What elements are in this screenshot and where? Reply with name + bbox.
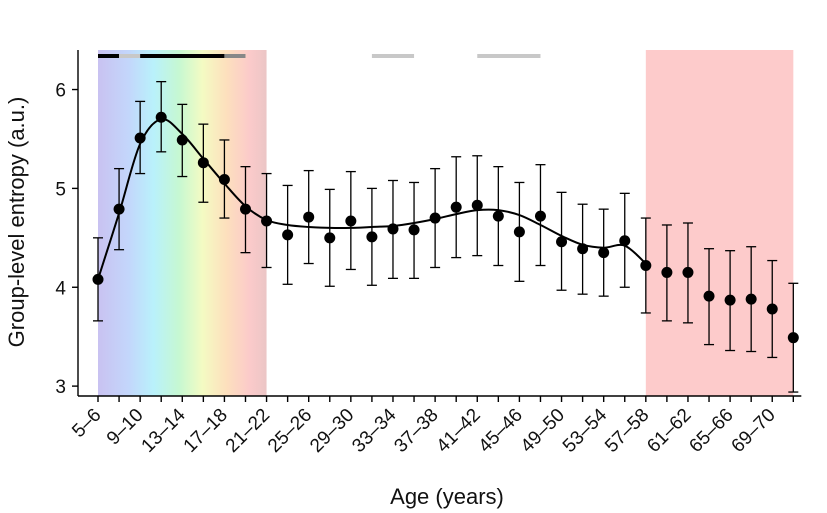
x-tick-label: 29–30 bbox=[306, 405, 358, 457]
data-point bbox=[176, 134, 188, 146]
data-point bbox=[155, 111, 167, 123]
data-point bbox=[598, 247, 610, 259]
data-point bbox=[766, 303, 778, 315]
x-tick-label: 25–26 bbox=[264, 405, 316, 457]
data-point bbox=[724, 294, 736, 306]
data-point bbox=[408, 224, 420, 236]
data-point bbox=[682, 266, 694, 278]
data-points bbox=[92, 111, 799, 344]
data-point bbox=[492, 210, 504, 222]
data-point bbox=[303, 211, 315, 223]
x-tick-label: 37–38 bbox=[390, 405, 442, 457]
data-point bbox=[450, 201, 462, 213]
data-point bbox=[345, 215, 357, 227]
data-point bbox=[787, 332, 799, 344]
x-tick-label: 61–62 bbox=[643, 405, 695, 457]
x-tick-label: 17–18 bbox=[180, 405, 232, 457]
data-point bbox=[661, 266, 673, 278]
data-point bbox=[577, 243, 589, 255]
y-axis-title: Group-level entropy (a.u.) bbox=[4, 97, 29, 348]
rainbow-shaded-region bbox=[98, 50, 267, 396]
data-point bbox=[366, 231, 378, 243]
data-point bbox=[703, 290, 715, 302]
x-tick-label: 5–6 bbox=[68, 405, 105, 442]
x-tick-label: 49–50 bbox=[517, 405, 569, 457]
x-tick-label: 57–58 bbox=[601, 405, 653, 457]
data-point bbox=[218, 174, 230, 186]
data-point bbox=[113, 203, 125, 215]
data-point bbox=[471, 199, 483, 211]
data-point bbox=[745, 293, 757, 305]
x-tick-label: 45–46 bbox=[475, 405, 527, 457]
y-tick-label: 6 bbox=[55, 81, 66, 102]
data-point bbox=[534, 210, 546, 222]
data-point bbox=[324, 232, 336, 244]
data-point bbox=[239, 203, 251, 215]
data-point bbox=[197, 157, 209, 169]
x-tick-label: 65–66 bbox=[685, 405, 737, 457]
x-tick-label: 53–54 bbox=[559, 404, 612, 457]
data-point bbox=[134, 132, 146, 144]
data-point bbox=[261, 215, 273, 227]
data-point bbox=[92, 273, 104, 285]
x-axis-title: Age (years) bbox=[390, 484, 504, 509]
data-point bbox=[387, 223, 399, 235]
x-tick-label: 13–14 bbox=[138, 404, 191, 457]
y-tick-label: 5 bbox=[55, 179, 66, 200]
red-shaded-region bbox=[645, 50, 794, 396]
x-tick-label: 41–42 bbox=[433, 405, 485, 457]
y-tick-label: 4 bbox=[55, 278, 66, 299]
x-tick-label: 69–70 bbox=[728, 405, 780, 457]
y-tick-label: 3 bbox=[55, 377, 66, 398]
data-point bbox=[619, 235, 631, 247]
data-point bbox=[556, 236, 568, 248]
data-point bbox=[282, 229, 294, 241]
x-tick-label: 21–22 bbox=[222, 405, 274, 457]
data-point bbox=[429, 212, 441, 224]
data-point bbox=[513, 226, 525, 238]
x-tick-label: 33–34 bbox=[348, 404, 401, 457]
data-point bbox=[640, 260, 652, 272]
